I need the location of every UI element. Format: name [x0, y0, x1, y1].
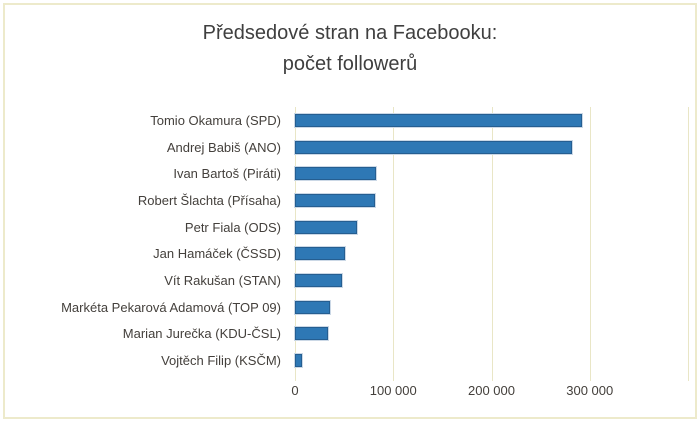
bar-row: [295, 321, 688, 348]
value-axis: 0 100 000 200 000 300 000: [291, 383, 688, 401]
plot-area: [295, 107, 689, 381]
axis-tick: [491, 374, 493, 381]
bar: [295, 220, 357, 234]
category-label: Marian Jurečka (KDU-ČSL): [122, 326, 281, 342]
x-tick-label: 200 000: [468, 383, 515, 398]
x-tick-label: 100 000: [369, 383, 417, 398]
category-label: Andrej Babiš (ANO): [166, 139, 281, 155]
bar-row: [295, 160, 688, 187]
category-label: Vít Rakušan (STAN): [164, 273, 281, 289]
category-label: Vojtěch Filip (KSČM): [161, 353, 281, 369]
grid-layer: [295, 107, 689, 381]
x-tick-label: 0: [291, 383, 299, 398]
bar: [295, 247, 346, 261]
bar-row: [295, 187, 688, 214]
chart-title: Předsedové stran na Facebooku: počet fol…: [5, 18, 695, 80]
gridline: [491, 107, 493, 374]
bar-row: [295, 294, 688, 321]
bar-row: [295, 214, 688, 241]
bar-row: [295, 107, 688, 134]
gridline: [589, 107, 591, 374]
chart-title-line-1: Předsedové stran na Facebooku:: [202, 22, 498, 44]
axis-tick: [295, 374, 296, 381]
x-tick-label: 300 000: [566, 383, 614, 398]
category-label: Jan Hamáček (ČSSD): [153, 246, 281, 262]
bar: [295, 327, 329, 341]
bar-row: [295, 241, 688, 268]
category-label: Ivan Bartoš (Piráti): [173, 166, 281, 182]
bar: [295, 193, 375, 207]
category-axis: Tomio Okamura (SPD) Andrej Babiš (ANO) Iva…: [5, 107, 295, 374]
category-label: Robert Šlachta (Přísaha): [137, 192, 281, 208]
axis-tick: [589, 374, 591, 381]
category-label: Markéta Pekarová Adamová (TOP 09): [61, 299, 281, 315]
bar-row: [295, 267, 688, 294]
gridline: [393, 107, 395, 374]
bar: [295, 354, 302, 368]
plot-body: Tomio Okamura (SPD) Andrej Babiš (ANO) Iva…: [5, 107, 695, 381]
bars-layer: [295, 107, 688, 374]
bar: [295, 113, 582, 127]
bar: [295, 300, 331, 314]
axis-tick: [393, 374, 395, 381]
bar-row: [295, 347, 688, 374]
gridline: [688, 107, 689, 374]
gridline: [295, 107, 296, 374]
chart-title-line-2: počet followerů: [282, 53, 418, 75]
bar: [295, 274, 343, 288]
category-label: Tomio Okamura (SPD): [150, 112, 281, 128]
bar-row: [295, 134, 688, 161]
bar: [295, 167, 376, 181]
chart-frame: Předsedové stran na Facebooku: počet fol…: [3, 3, 697, 419]
category-label: Petr Fiala (ODS): [184, 219, 281, 235]
axis-tick: [688, 374, 689, 381]
bar: [295, 140, 573, 154]
